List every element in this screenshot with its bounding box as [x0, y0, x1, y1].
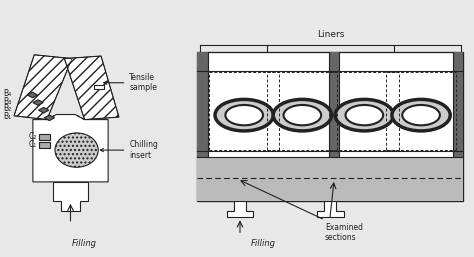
Ellipse shape — [55, 133, 98, 167]
Polygon shape — [33, 115, 108, 182]
Bar — [94, 85, 104, 89]
Circle shape — [346, 105, 383, 125]
Polygon shape — [317, 201, 344, 217]
Text: Filling: Filling — [72, 239, 97, 248]
Text: Filling: Filling — [251, 239, 276, 248]
Bar — [453, 52, 463, 157]
Text: B₃: B₃ — [3, 97, 12, 106]
Circle shape — [402, 105, 440, 125]
Polygon shape — [64, 56, 119, 120]
Text: Examined
sections: Examined sections — [325, 223, 363, 242]
Text: Tensile
sample: Tensile sample — [104, 73, 157, 93]
Circle shape — [392, 99, 450, 131]
Text: C₁: C₁ — [28, 140, 36, 149]
Circle shape — [215, 99, 273, 131]
Polygon shape — [44, 115, 55, 121]
Text: Liners: Liners — [317, 30, 344, 39]
Bar — [198, 52, 463, 201]
Bar — [39, 142, 50, 148]
Bar — [39, 134, 50, 140]
Polygon shape — [38, 107, 49, 113]
Circle shape — [335, 99, 393, 131]
Bar — [198, 52, 208, 157]
Text: B₂: B₂ — [3, 104, 12, 113]
Text: C₂: C₂ — [28, 132, 36, 141]
Text: B₄: B₄ — [4, 89, 12, 98]
Circle shape — [273, 99, 331, 131]
Circle shape — [283, 105, 321, 125]
Polygon shape — [53, 182, 88, 211]
Polygon shape — [227, 201, 253, 217]
Polygon shape — [27, 92, 37, 98]
Text: Chilling
insert: Chilling insert — [100, 140, 158, 160]
Text: B₁: B₁ — [4, 112, 12, 121]
Polygon shape — [14, 55, 72, 120]
Polygon shape — [33, 100, 43, 105]
Circle shape — [225, 105, 263, 125]
Bar — [198, 157, 463, 201]
Bar — [329, 52, 339, 157]
